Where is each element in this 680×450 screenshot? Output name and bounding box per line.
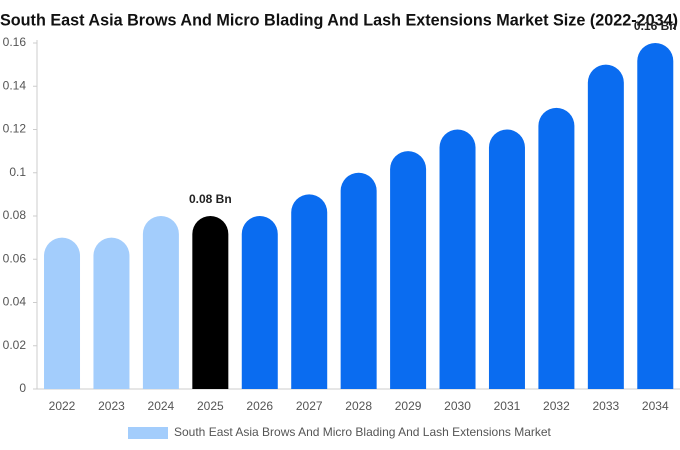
y-tick-label: 0.02 <box>3 338 27 352</box>
bar <box>142 216 179 389</box>
y-tick-label: 0.08 <box>3 208 27 222</box>
x-tick-label: 2026 <box>246 399 273 413</box>
x-tick-label: 2029 <box>395 399 422 413</box>
bar <box>241 216 278 389</box>
value-label: 0.08 Bn <box>189 192 232 206</box>
bar <box>538 107 575 390</box>
x-tick-label: 2033 <box>592 399 619 413</box>
bar <box>587 64 624 389</box>
x-tick-label: 2027 <box>296 399 323 413</box>
x-tick-label: 2034 <box>642 399 669 413</box>
bar <box>192 216 229 389</box>
bar <box>488 129 525 389</box>
value-label: 0.16 Bn <box>634 19 677 33</box>
x-tick-label: 2030 <box>444 399 471 413</box>
bar <box>439 129 476 389</box>
y-tick-label: 0.14 <box>3 78 27 92</box>
y-tick-label: 0.1 <box>9 165 26 179</box>
x-tick-label: 2023 <box>98 399 125 413</box>
bar <box>340 172 377 389</box>
y-tick-label: 0 <box>19 381 26 395</box>
bar <box>291 194 328 389</box>
bar <box>637 43 674 389</box>
x-tick-label: 2028 <box>345 399 372 413</box>
bar <box>44 237 81 389</box>
bar <box>390 151 427 389</box>
legend-label: South East Asia Brows And Micro Blading … <box>174 425 552 439</box>
y-tick-label: 0.04 <box>3 295 27 309</box>
y-tick-label: 0.12 <box>3 122 27 136</box>
x-tick-label: 2022 <box>49 399 76 413</box>
x-tick-label: 2031 <box>494 399 521 413</box>
x-tick-label: 2032 <box>543 399 570 413</box>
x-tick-label: 2025 <box>197 399 224 413</box>
legend-swatch <box>128 427 168 439</box>
x-tick-label: 2024 <box>148 399 175 413</box>
chart-title: South East Asia Brows And Micro Blading … <box>0 10 678 29</box>
y-tick-label: 0.16 <box>3 35 27 49</box>
bar <box>93 237 130 389</box>
y-tick-label: 0.06 <box>3 251 27 265</box>
